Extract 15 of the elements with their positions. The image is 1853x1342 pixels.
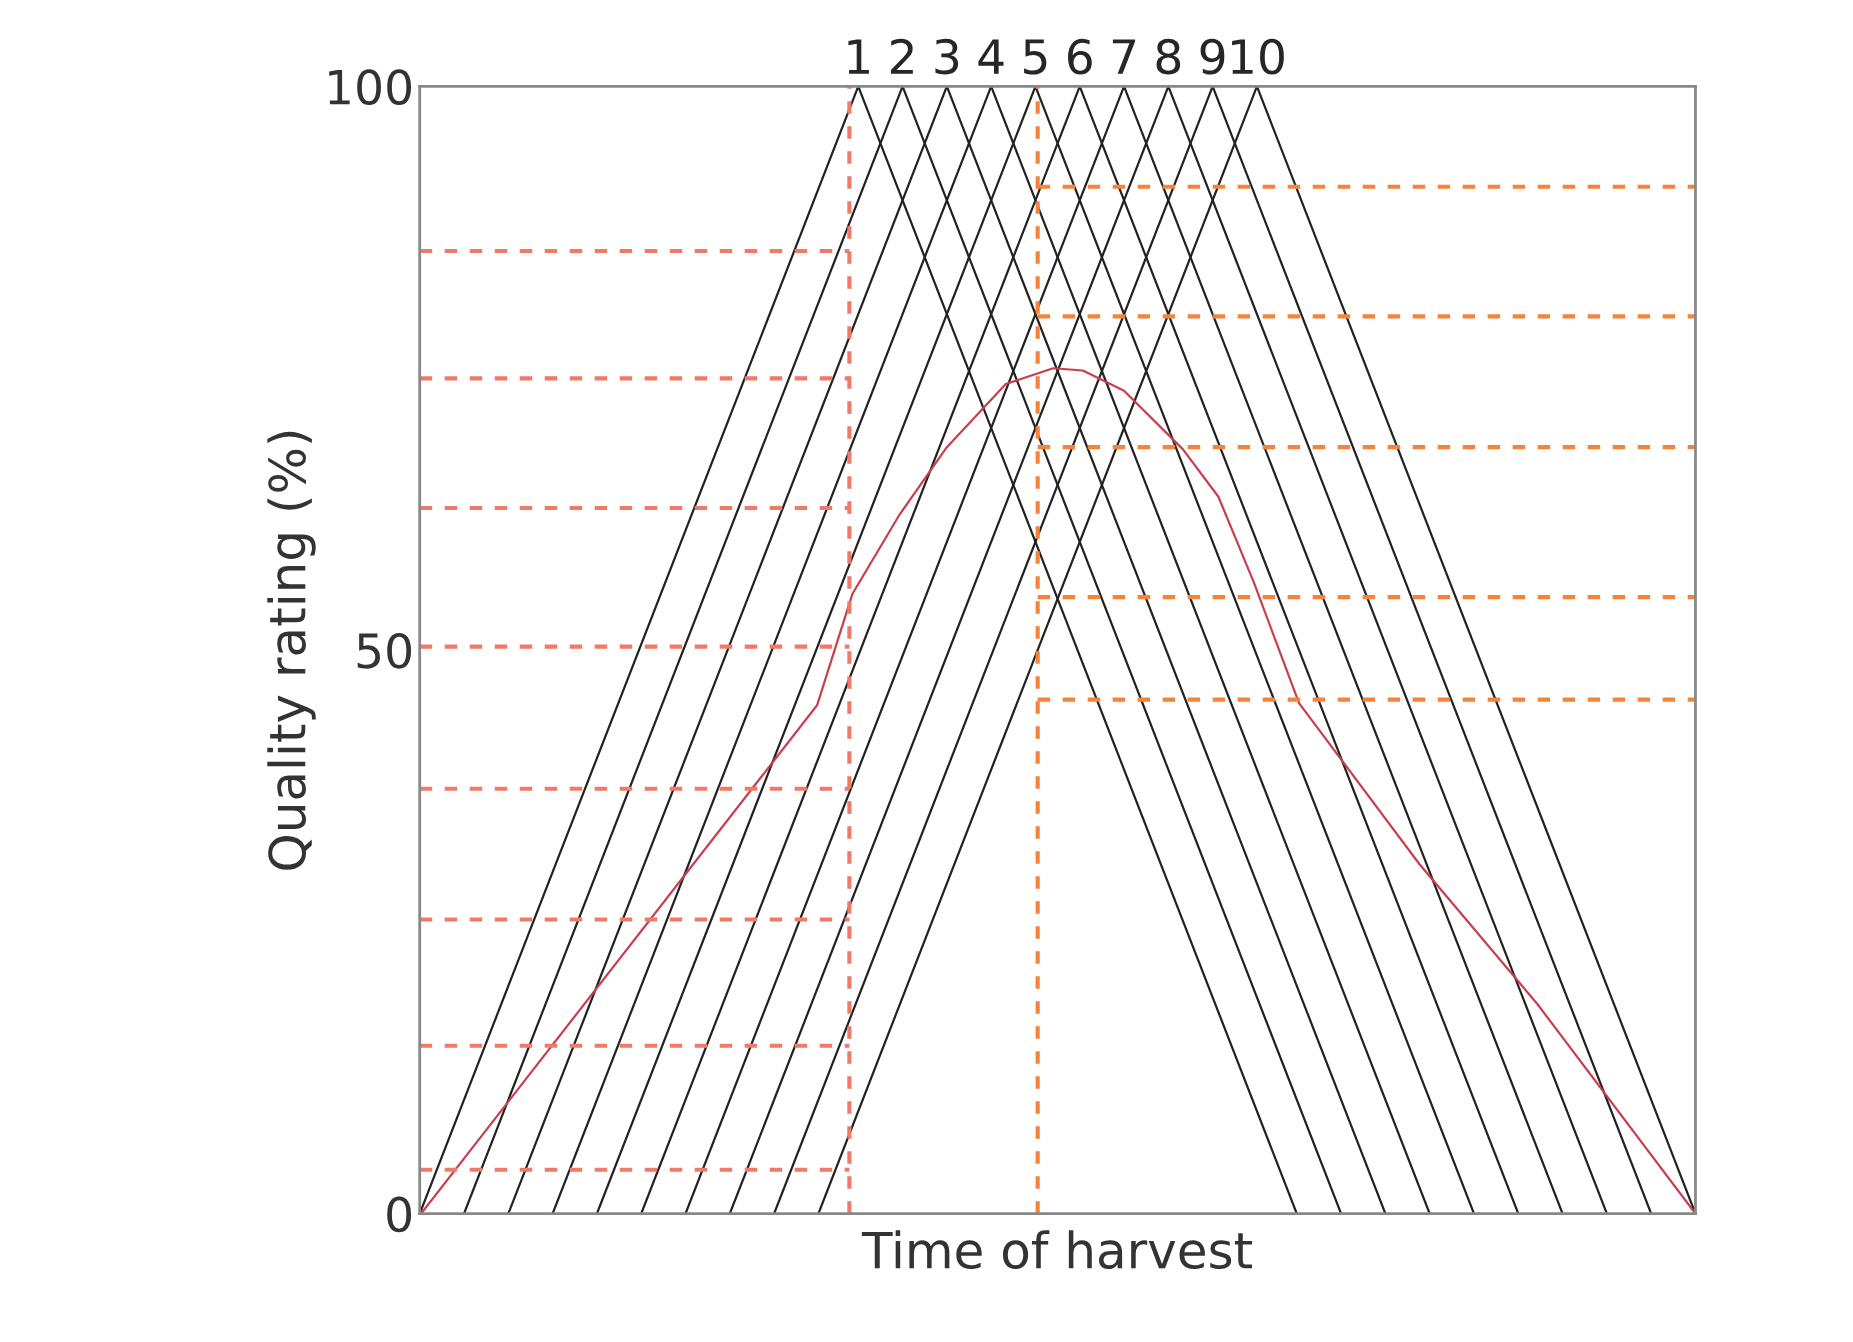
x-tick-label: 5 (1024, 39, 1047, 75)
x-tick-label: 2 (890, 38, 913, 74)
y-tick-label: 0 (387, 1196, 412, 1233)
x-tick-label: 9 (1200, 38, 1225, 75)
y-axis-title: Quality rating (%) (267, 431, 316, 870)
x-tick-label: 3 (935, 38, 959, 75)
x-tick-label: 10 (1232, 38, 1284, 75)
x-tick-label: 8 (1156, 38, 1181, 75)
y-tick-label: 50 (357, 632, 412, 669)
x-tick-label: 6 (1068, 38, 1092, 75)
x-axis-title: Time of harvest (861, 1230, 1253, 1270)
x-tick-label: 4 (978, 39, 1004, 74)
x-tick-label: 1 (848, 39, 869, 74)
x-tick-label: 7 (1112, 39, 1136, 74)
y-tick-label: 100 (329, 69, 412, 106)
